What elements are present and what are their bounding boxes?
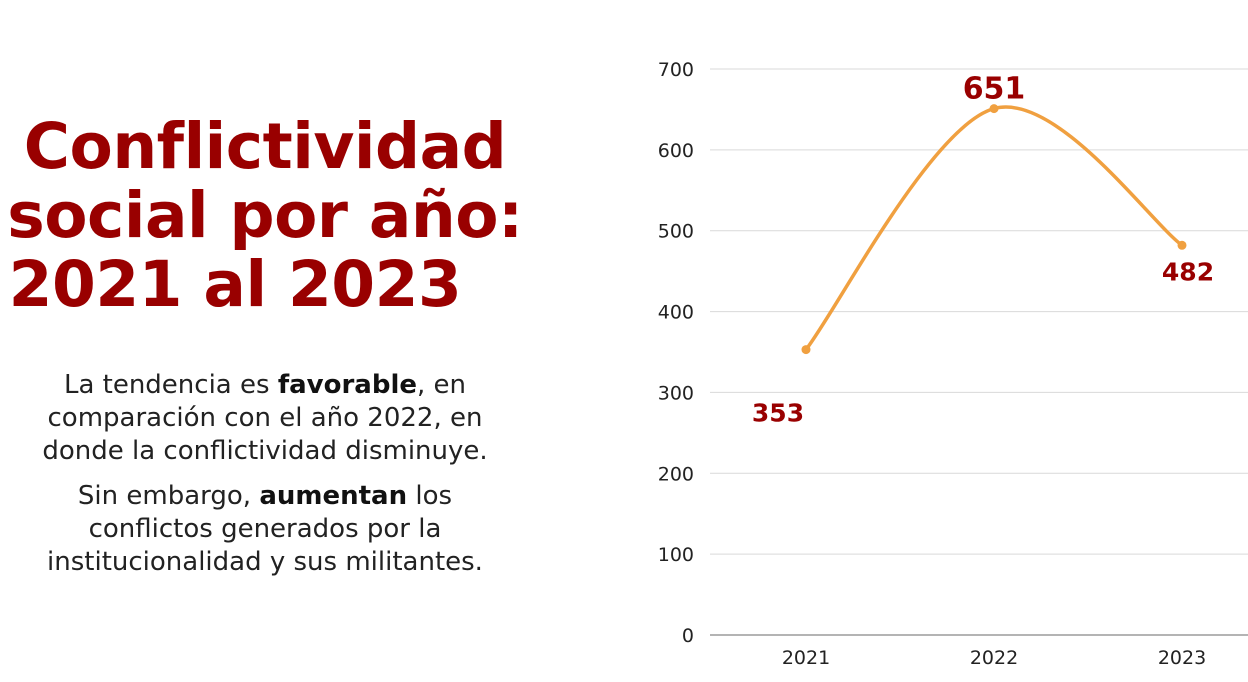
y-tick-label: 200 xyxy=(658,463,694,485)
trend-text: La tendencia es xyxy=(63,370,278,400)
y-tick-label: 300 xyxy=(658,382,694,404)
title-line-1: Conflictividad xyxy=(23,110,507,183)
increase-line-2: conflictos generados por la xyxy=(88,514,442,544)
increase-text-end: los xyxy=(407,481,453,511)
x-tick-label: 2023 xyxy=(1158,647,1206,669)
increase-emphasis: aumentan xyxy=(259,481,408,511)
text-panel: Conflictividad social por año: 2021 al 2… xyxy=(0,0,530,682)
trend-line-1: La tendencia es favorable, en xyxy=(0,369,530,402)
trend-text-end: , en xyxy=(417,370,467,400)
y-tick-label: 400 xyxy=(658,302,694,324)
increase-line-3: institucionalidad y sus militantes. xyxy=(47,547,483,577)
data-point xyxy=(1177,240,1187,250)
x-tick-label: 2022 xyxy=(970,647,1018,669)
trend-emphasis: favorable xyxy=(277,370,418,400)
trend-line-3: donde la conflictividad disminuye. xyxy=(42,436,488,466)
line-chart: 0 100 200 300 400 500 600 700 2021 2022 2023 353 6… xyxy=(658,59,1248,669)
y-tick-label: 0 xyxy=(682,625,694,647)
increase-line-1: Sin embargo, aumentan los xyxy=(0,480,530,513)
chart-data-labels: 353 651 482 xyxy=(752,72,1214,428)
trend-paragraph: La tendencia es favorable, en comparació… xyxy=(0,369,530,468)
y-tick-label: 500 xyxy=(658,221,694,243)
chart-series xyxy=(801,104,1187,355)
page-title: Conflictividad social por año: 2021 al 2… xyxy=(0,112,530,319)
y-tick-label: 100 xyxy=(658,544,694,566)
trend-line-2: comparación con el año 2022, en xyxy=(47,403,483,433)
chart-gridlines xyxy=(710,68,1248,636)
data-point xyxy=(989,104,999,114)
y-axis-ticks: 0 100 200 300 400 500 600 700 xyxy=(658,59,694,647)
y-tick-label: 700 xyxy=(658,59,694,81)
series-line xyxy=(804,105,1184,352)
data-label: 353 xyxy=(752,399,804,428)
data-point xyxy=(801,345,811,355)
title-line-3: 2021 al 2023 xyxy=(8,248,462,321)
data-label: 482 xyxy=(1162,257,1214,286)
increase-paragraph: Sin embargo, aumentan los conflictos gen… xyxy=(0,480,530,579)
x-tick-label: 2021 xyxy=(782,647,830,669)
increase-text: Sin embargo, xyxy=(77,481,260,511)
title-line-2: social por año: xyxy=(7,179,523,252)
x-axis-ticks: 2021 2022 2023 xyxy=(782,647,1206,669)
data-label: 651 xyxy=(963,72,1026,107)
y-tick-label: 600 xyxy=(658,140,694,162)
